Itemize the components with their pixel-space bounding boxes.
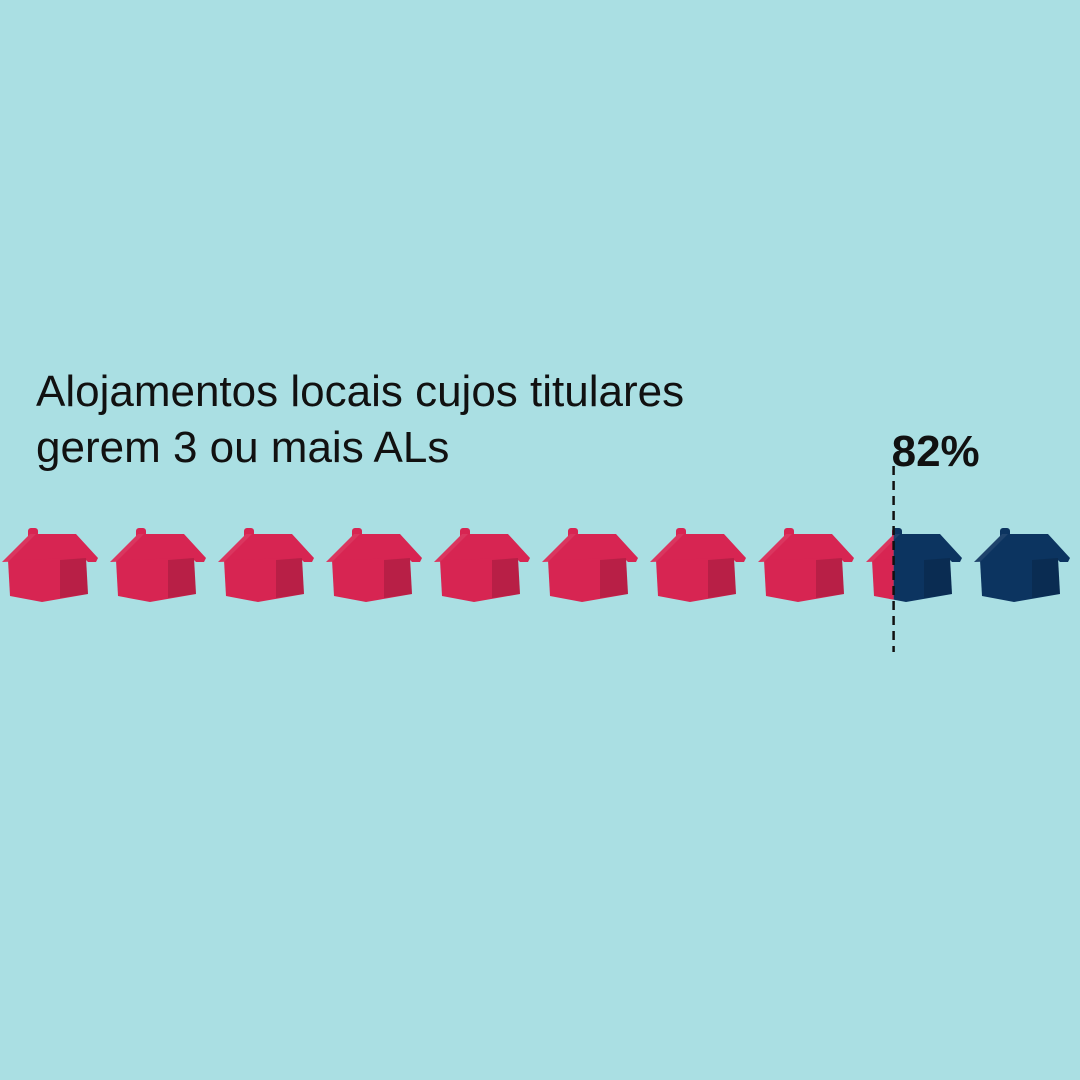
house-icon — [758, 528, 854, 602]
title-line-2: gerem 3 ou mais ALs — [36, 423, 450, 472]
title-line-1: Alojamentos locais cujos titulares — [36, 367, 685, 416]
house-icon — [434, 528, 530, 602]
house-icon — [326, 528, 422, 602]
percent-label: 82% — [892, 427, 980, 476]
house-icon — [218, 528, 314, 602]
house-icon — [2, 528, 98, 602]
house-icon — [542, 528, 638, 602]
house-icon — [650, 528, 746, 602]
house-icon — [110, 528, 206, 602]
house-icon — [974, 528, 1070, 602]
highlight-houses — [2, 528, 894, 602]
chart-title: Alojamentos locais cujos titulares gerem… — [36, 364, 836, 476]
house-icon — [893, 528, 962, 602]
remainder-houses — [893, 528, 1070, 602]
